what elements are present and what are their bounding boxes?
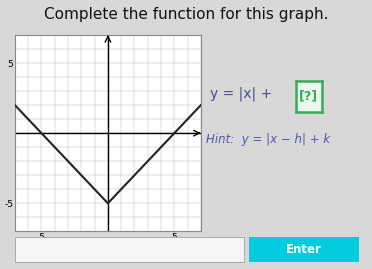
Text: [?]: [?]: [299, 90, 318, 103]
Text: Enter: Enter: [286, 243, 322, 256]
Text: Hint:  y = |x − h| + k: Hint: y = |x − h| + k: [206, 133, 331, 146]
Text: y = |x| +: y = |x| +: [210, 87, 277, 101]
Text: Complete the function for this graph.: Complete the function for this graph.: [44, 7, 328, 22]
